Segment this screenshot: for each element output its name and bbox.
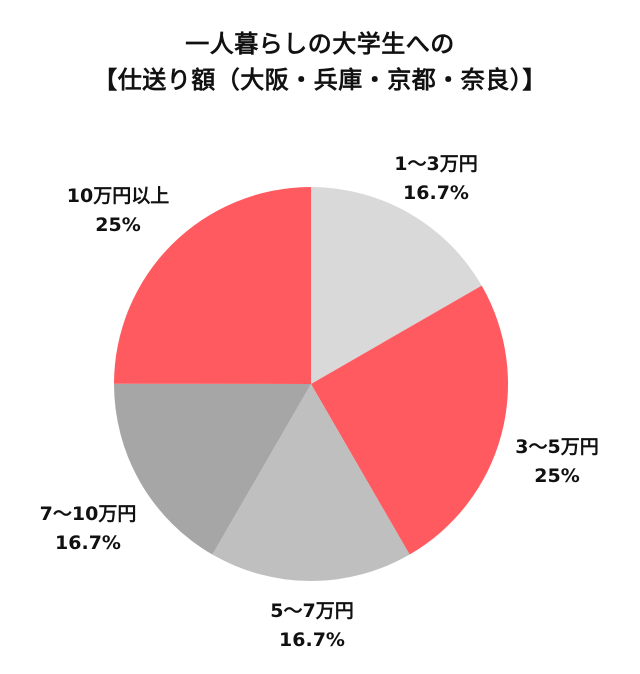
slice-value-label: 16.7% <box>403 182 469 204</box>
slice-category-label: 7〜10万円 <box>40 503 137 525</box>
slice-category-label: 1〜3万円 <box>394 153 477 175</box>
pie-slice-5 <box>114 187 311 384</box>
slice-value-label: 16.7% <box>55 532 121 554</box>
pie-slice-3 <box>212 384 410 582</box>
slice-value-label: 25% <box>95 214 140 236</box>
slice-value-label: 16.7% <box>279 629 345 651</box>
pie-slice-2 <box>311 285 509 555</box>
pie-slice-1 <box>311 187 482 384</box>
slice-value-label: 25% <box>534 465 579 487</box>
slice-category-label: 10万円以上 <box>67 185 169 207</box>
slice-category-label: 3〜5万円 <box>515 436 598 458</box>
slice-category-label: 5〜7万円 <box>270 600 353 622</box>
chart-title: 一人暮らしの大学生への <box>185 30 455 58</box>
pie-slice-4 <box>113 383 311 555</box>
chart-subtitle: 【仕送り額（大阪・兵庫・京都・奈良）】 <box>93 66 547 94</box>
